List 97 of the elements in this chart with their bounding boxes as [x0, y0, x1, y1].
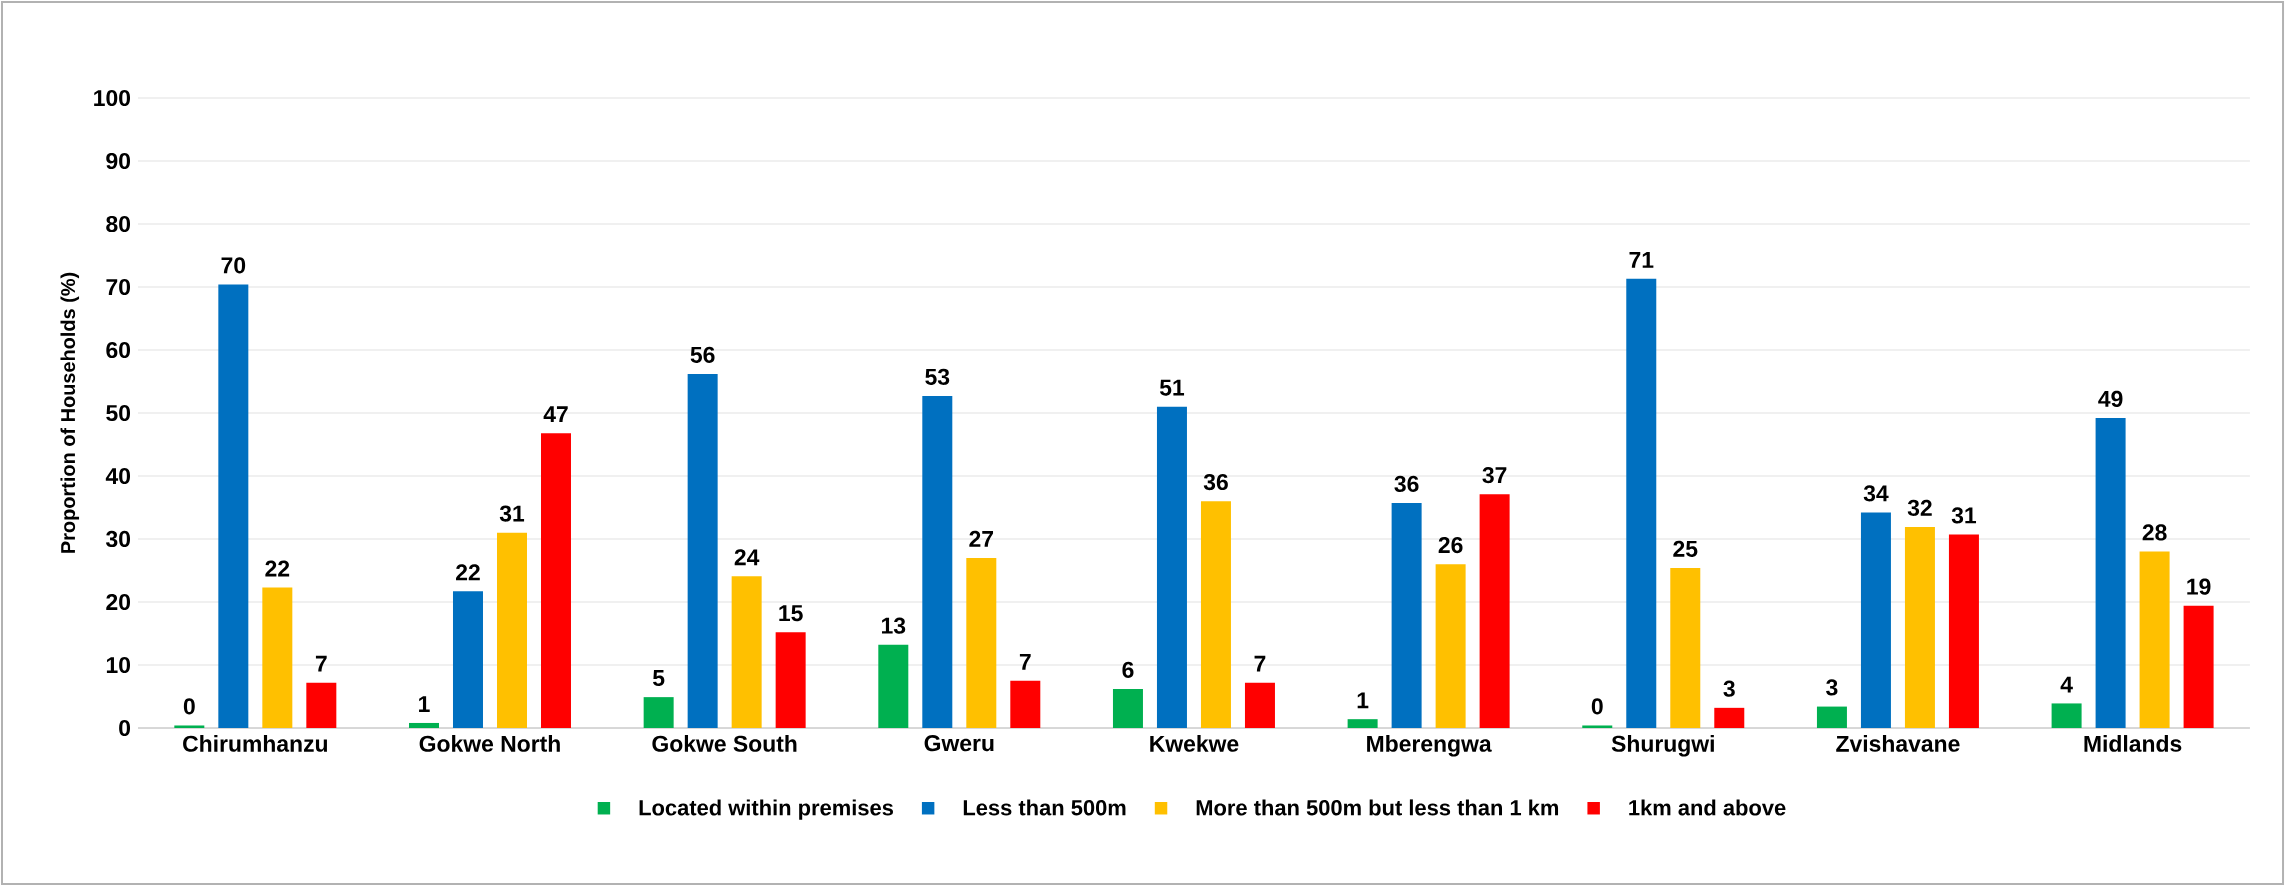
data-label: 4: [2060, 676, 2073, 693]
data-label: 28: [2142, 524, 2167, 541]
bar: [1200, 501, 1231, 728]
data-label: 22: [265, 560, 290, 577]
y-tick-label: 10: [106, 656, 131, 674]
bar: [1112, 688, 1143, 728]
y-tick-label: 100: [94, 89, 131, 107]
y-tick-label: 60: [106, 341, 131, 359]
data-label: 51: [1159, 379, 1185, 396]
bar: [1816, 706, 1847, 728]
data-label: 27: [969, 530, 994, 547]
data-label: 13: [882, 617, 906, 634]
bar: [1156, 406, 1187, 728]
bar: [306, 682, 337, 728]
x-tick-label: Mberengwa: [1367, 735, 1492, 757]
data-label: 47: [543, 406, 568, 423]
data-label: 15: [779, 605, 803, 622]
data-label: 1: [1357, 692, 1369, 709]
data-label: 19: [2187, 578, 2211, 595]
x-tick-label: Midlands: [2084, 735, 2182, 752]
data-label: 31: [1951, 507, 1977, 524]
data-label: 24: [734, 549, 760, 566]
y-tick-label: 50: [106, 404, 131, 422]
bar: [1479, 494, 1510, 728]
data-label: 3: [1826, 679, 1838, 696]
bar: [540, 433, 571, 728]
data-label: 25: [1673, 540, 1698, 557]
x-tick-label: Shurugwi: [1611, 735, 1714, 757]
bar: [687, 373, 718, 728]
bar: [1860, 512, 1891, 728]
data-label: 32: [1907, 499, 1932, 516]
y-tick-label: 70: [106, 278, 131, 296]
data-label: 26: [1438, 536, 1463, 554]
data-label: 53: [925, 368, 950, 385]
legend-label: More than 500m but less than 1 km: [1196, 799, 1559, 816]
data-label: 36: [1203, 473, 1228, 491]
data-label: 37: [1482, 466, 1507, 484]
bar: [922, 395, 953, 728]
data-label: 22: [456, 564, 480, 581]
bar: [1714, 707, 1745, 728]
bar: [2051, 703, 2082, 728]
data-label: 71: [1629, 252, 1654, 268]
bar: [408, 722, 439, 728]
y-tick-label: 40: [105, 467, 131, 485]
x-tick-label: Gokwe South: [652, 735, 797, 752]
y-tick-label: 90: [106, 152, 131, 170]
bar: [966, 557, 997, 728]
bar: [262, 587, 293, 728]
data-label: 0: [1591, 698, 1603, 715]
bar: [1582, 725, 1613, 728]
data-label: 36: [1394, 475, 1419, 493]
bar: [1010, 680, 1041, 728]
data-label: 7: [315, 655, 327, 672]
legend-label: Located within premises: [639, 799, 893, 820]
data-label: 7: [1019, 653, 1031, 670]
data-label: 70: [221, 257, 246, 274]
data-label: 34: [1863, 485, 1889, 502]
legend-label: 1km and above: [1629, 799, 1786, 816]
bar: [1347, 719, 1378, 728]
data-label: 0: [183, 698, 195, 715]
bar: [731, 576, 762, 728]
x-tick-label: Gokwe North: [419, 735, 560, 752]
x-tick-label: Kwekwe: [1150, 735, 1239, 752]
bar: [1391, 503, 1422, 728]
x-tick-label: Zvishavane: [1836, 735, 1960, 752]
bar: [643, 697, 674, 728]
bar: [1244, 682, 1275, 728]
y-tick-label: 30: [106, 530, 131, 548]
bar: [1670, 567, 1701, 728]
bar: [775, 632, 806, 728]
bar: [2095, 418, 2126, 728]
x-tick-label: Chirumhanzu: [183, 735, 327, 752]
bar: [878, 644, 909, 728]
y-tick-label: 0: [119, 719, 131, 737]
bar: [174, 725, 205, 728]
bar: [218, 284, 249, 728]
bar: [452, 591, 483, 728]
data-label: 7: [1254, 655, 1266, 672]
bar: [2183, 605, 2214, 728]
bar: [1626, 278, 1657, 728]
data-label: 1: [419, 696, 430, 712]
bar: [2139, 551, 2170, 728]
x-tick-label: Gweru: [924, 735, 994, 752]
data-label: 5: [652, 670, 665, 687]
y-tick-label: 20: [106, 593, 131, 611]
bar: [1948, 534, 1979, 728]
data-label: 56: [690, 346, 715, 363]
y-tick-label: 80: [106, 215, 131, 233]
data-label: 49: [2098, 390, 2123, 407]
data-label: 6: [1122, 661, 1134, 678]
legend-label: Less than 500m: [963, 799, 1126, 816]
y-axis-title: Proportion of Households (%): [60, 272, 80, 553]
data-label: 3: [1723, 680, 1735, 697]
bar: [496, 532, 527, 728]
bar: [1904, 527, 1935, 728]
bar: [1435, 564, 1466, 728]
data-label: 31: [499, 505, 525, 522]
